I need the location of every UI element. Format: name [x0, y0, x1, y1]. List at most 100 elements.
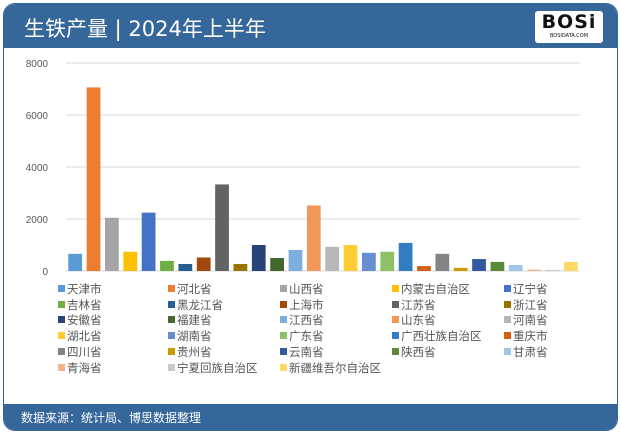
legend-swatch: [168, 363, 175, 371]
legend-label: 江西省: [289, 313, 324, 328]
y-tick-label: 8000: [26, 59, 49, 70]
legend-item: 黑龙江省: [168, 297, 223, 313]
legend-item: 浙江省: [504, 297, 548, 313]
legend-label: 陕西省: [401, 344, 436, 359]
bar-17: [362, 252, 376, 271]
bar-11: [251, 245, 266, 271]
legend-item: 安徽省: [58, 312, 102, 328]
legend-swatch: [280, 285, 287, 292]
bar-2: [86, 87, 101, 271]
footer-bar: 数据来源：统计局、博思数据整理: [4, 404, 617, 430]
legend-label: 安徽省: [67, 313, 102, 328]
legend-item: 甘肃省: [504, 344, 548, 360]
bar-24: [490, 261, 505, 271]
legend-label: 上海市: [289, 297, 324, 312]
bar-26: [527, 269, 541, 271]
legend-swatch: [58, 363, 65, 371]
legend-swatch: [58, 285, 65, 292]
logo-text: BOSi: [541, 11, 597, 33]
legend-swatch: [280, 347, 287, 355]
bar-23: [472, 259, 486, 271]
legend-label: 吉林省: [67, 297, 102, 312]
y-tick-label: 0: [42, 267, 48, 278]
bar-21: [435, 253, 450, 271]
legend-item: 河南省: [504, 312, 548, 328]
legend-swatch: [504, 300, 511, 308]
header-bar: 生铁产量 | 2024年上半年 BOSi BOSIDATA.COM: [4, 4, 617, 48]
legend-swatch: [392, 316, 399, 324]
legend-swatch: [504, 332, 511, 340]
legend-item: 江西省: [280, 312, 324, 328]
y-tick-label: 4000: [26, 163, 49, 174]
legend-item: 宁夏回族自治区: [168, 360, 258, 376]
bar-18: [380, 251, 395, 271]
bar-25: [508, 265, 523, 271]
bar-9: [215, 184, 229, 271]
legend-label: 四川省: [67, 344, 102, 359]
legend-item: 江苏省: [392, 297, 436, 313]
bosi-logo: BOSi BOSIDATA.COM: [535, 11, 603, 43]
legend-label: 黑龙江省: [177, 297, 223, 312]
legend-label: 甘肃省: [513, 344, 548, 359]
legend-item: 青海省: [58, 360, 102, 376]
bar-15: [325, 246, 340, 271]
bar-12: [270, 258, 284, 271]
legend-item: 四川省: [58, 344, 102, 360]
legend-swatch: [392, 347, 399, 355]
legend-item: 天津市: [58, 281, 102, 297]
legend-label: 广西壮族自治区: [401, 329, 482, 344]
y-tick-label: 2000: [26, 215, 49, 226]
legend-swatch: [168, 285, 175, 292]
legend-label: 广东省: [289, 329, 324, 344]
legend-swatch: [168, 316, 175, 324]
legend-label: 天津市: [67, 282, 102, 296]
legend-swatch: [504, 285, 511, 292]
legend-item: 河北省: [168, 281, 212, 297]
legend-item: 湖南省: [168, 328, 212, 344]
legend-swatch: [504, 316, 511, 324]
y-tick-label: 6000: [26, 111, 49, 122]
bar-8: [196, 257, 211, 271]
bar-1: [68, 253, 83, 271]
legend-swatch: [58, 347, 65, 355]
legend-label: 山西省: [289, 282, 324, 296]
bar-5: [141, 212, 156, 271]
legend-label: 内蒙古自治区: [401, 282, 470, 296]
bar-13: [288, 249, 303, 271]
legend-swatch: [280, 300, 287, 308]
legend-label: 河南省: [513, 313, 548, 328]
legend-label: 宁夏回族自治区: [177, 360, 258, 375]
legend-label: 湖北省: [67, 329, 102, 344]
legend-item: 广西壮族自治区: [392, 328, 482, 344]
legend-label: 重庆市: [513, 329, 548, 344]
bar-20: [417, 266, 431, 271]
bar-6: [160, 260, 174, 271]
legend-item: 云南省: [280, 344, 324, 360]
legend-label: 福建省: [177, 313, 212, 328]
bar-3: [105, 217, 119, 271]
bar-7: [178, 263, 193, 271]
legend-swatch: [58, 300, 65, 308]
legend-item: 新疆维吾尔自治区: [280, 360, 381, 376]
legend-label: 湖南省: [177, 329, 212, 344]
legend-item: 福建省: [168, 312, 212, 328]
bar-22: [453, 267, 468, 271]
bar-27: [545, 269, 560, 271]
legend-item: 上海市: [280, 297, 324, 313]
data-source: 数据来源：统计局、博思数据整理: [21, 411, 202, 425]
chart-card: 生铁产量 | 2024年上半年 BOSi BOSIDATA.COM 数据来源：统…: [3, 3, 618, 431]
legend-swatch: [58, 316, 65, 324]
legend-swatch: [280, 316, 287, 324]
legend-item: 陕西省: [392, 344, 436, 360]
bar-10: [233, 263, 248, 271]
bar-19: [398, 242, 413, 271]
bar-14: [306, 205, 321, 271]
legend-swatch: [58, 332, 65, 340]
legend-item: 重庆市: [504, 328, 548, 344]
legend-item: 贵州省: [168, 344, 212, 360]
legend-item: 吉林省: [58, 297, 102, 313]
legend-item: 山东省: [392, 312, 436, 328]
legend-swatch: [280, 363, 287, 371]
legend-item: 辽宁省: [504, 281, 548, 297]
legend-swatch: [280, 332, 287, 340]
